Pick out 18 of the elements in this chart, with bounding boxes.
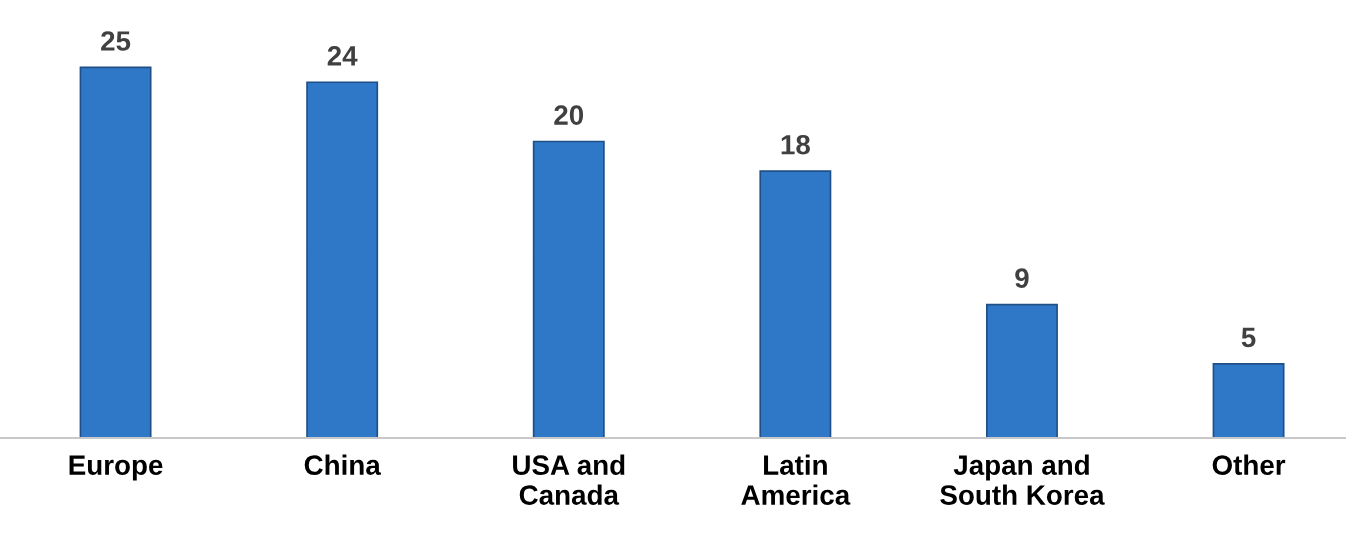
- bar: [306, 81, 379, 438]
- bar: [532, 140, 605, 438]
- bar: [986, 303, 1058, 438]
- data-label: 5: [1241, 327, 1256, 348]
- data-label: 18: [781, 134, 810, 155]
- data-label: 24: [327, 45, 358, 66]
- bar: [1212, 362, 1285, 438]
- x-tick-label: Latin America: [741, 454, 851, 505]
- data-label: 20: [554, 105, 584, 125]
- x-tick-label: China: [304, 454, 381, 475]
- data-label: 25: [101, 31, 131, 51]
- bar: [759, 170, 832, 438]
- x-tick-label: Japan and South Korea: [940, 454, 1105, 505]
- bar: [79, 66, 152, 438]
- x-tick-label: Europe: [69, 455, 163, 481]
- x-tick-label: USA and Canada: [513, 454, 625, 505]
- data-label: 9: [1015, 268, 1029, 288]
- x-tick-label: Other: [1212, 454, 1286, 475]
